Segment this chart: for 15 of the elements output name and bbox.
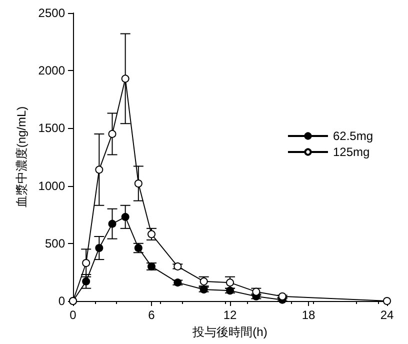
legend-label: 125mg: [332, 145, 370, 159]
x-axis-title: 投与後時間(h): [192, 324, 268, 339]
y-axis-title: 血漿中濃度(ng/mL): [14, 106, 28, 208]
x-tick-label: 12: [223, 308, 237, 322]
y-tick-label: 1500: [38, 121, 66, 136]
y-tick-label: 500: [44, 236, 66, 250]
y-tick-label: 2500: [38, 6, 66, 20]
y-tick-label: 0: [58, 294, 66, 308]
legend-label: 62.5mg: [332, 129, 374, 143]
y-tick-label: 1000: [38, 178, 66, 193]
y-tick-label: 2000: [38, 64, 66, 78]
x-tick-label: 6: [148, 308, 156, 322]
x-tick-label: 0: [70, 308, 77, 322]
x-tick-label: 18: [302, 308, 316, 322]
x-tick-label: 24: [380, 308, 394, 322]
